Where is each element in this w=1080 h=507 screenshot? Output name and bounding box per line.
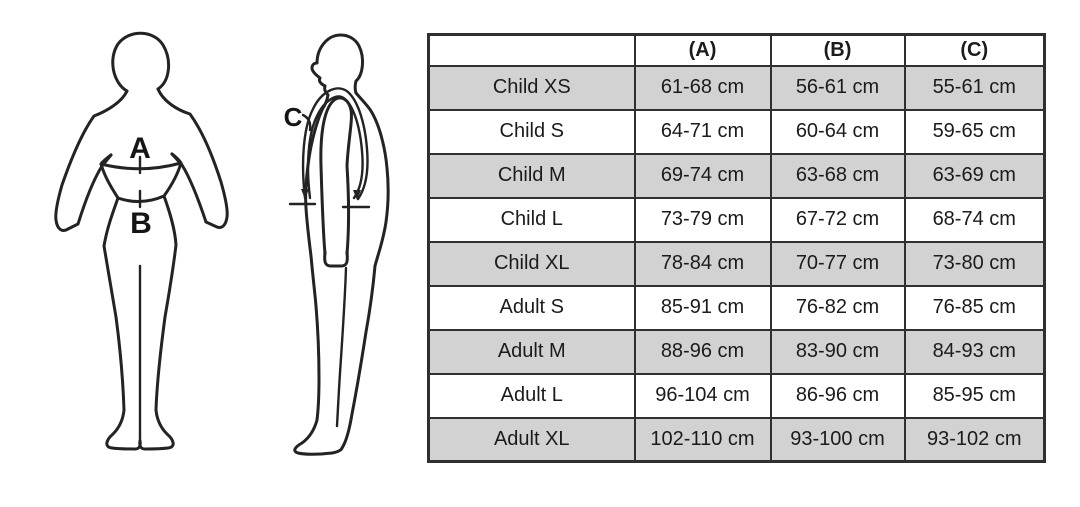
- value-c-cell: 85-95 cm: [903, 372, 1046, 419]
- back-outline: [340, 91, 390, 450]
- size-label-cell: Child XS: [427, 64, 636, 111]
- hand-outline: [323, 250, 349, 268]
- value-a-cell: 88-96 cm: [633, 328, 772, 375]
- front-body-figure: A B: [54, 31, 229, 451]
- header-row: (A) (B) (C): [427, 33, 1046, 67]
- value-c-cell: 84-93 cm: [903, 328, 1046, 375]
- head-outline: [111, 31, 171, 93]
- size-row: Adult S 85-91 cm 76-82 cm 76-85 cm: [427, 284, 1046, 331]
- value-c-cell: 59-65 cm: [903, 108, 1046, 155]
- size-label-cell: Child XL: [427, 240, 636, 287]
- size-label-cell: Child M: [427, 152, 636, 199]
- size-label-cell: Adult S: [427, 284, 636, 331]
- size-label-cell: Adult L: [427, 372, 636, 419]
- size-table: (A) (B) (C) Child XS 61-68 cm 56-61 cm 5…: [427, 33, 1046, 463]
- value-a-cell: 64-71 cm: [633, 108, 772, 155]
- right-torso-leg-outline: [154, 152, 183, 412]
- front-outline: [304, 93, 330, 422]
- column-header-a: (A): [633, 33, 772, 67]
- size-row: Child L 73-79 cm 67-72 cm 68-74 cm: [427, 196, 1046, 243]
- value-b-cell: 67-72 cm: [769, 196, 906, 243]
- size-row: Child XL 78-84 cm 70-77 cm 73-80 cm: [427, 240, 1046, 287]
- right-foot-outline: [138, 408, 175, 451]
- side-body-figure: C: [284, 33, 390, 456]
- value-c-cell: 73-80 cm: [903, 240, 1046, 287]
- value-a-cell: 78-84 cm: [633, 240, 772, 287]
- size-row: Adult L 96-104 cm 86-96 cm 85-95 cm: [427, 372, 1046, 419]
- value-c-cell: 55-61 cm: [903, 64, 1046, 111]
- column-header-b: (B): [769, 33, 906, 67]
- measure-tape-outer-line: [301, 87, 369, 201]
- value-b-cell: 93-100 cm: [769, 416, 906, 463]
- measurement-label-b: B: [130, 207, 152, 240]
- value-a-cell: 61-68 cm: [633, 64, 772, 111]
- value-a-cell: 73-79 cm: [633, 196, 772, 243]
- left-torso-leg-outline: [99, 153, 126, 412]
- value-a-cell: 102-110 cm: [633, 416, 772, 463]
- label-c-pointer: [301, 113, 312, 132]
- value-a-cell: 69-74 cm: [633, 152, 772, 199]
- value-c-cell: 76-85 cm: [903, 284, 1046, 331]
- value-b-cell: 63-68 cm: [769, 152, 906, 199]
- size-row: Child XS 61-68 cm 56-61 cm 55-61 cm: [427, 64, 1046, 111]
- front-tape-arrowhead: [301, 189, 309, 199]
- value-a-cell: 96-104 cm: [633, 372, 772, 419]
- size-row: Adult M 88-96 cm 83-90 cm 84-93 cm: [427, 328, 1046, 375]
- value-b-cell: 83-90 cm: [769, 328, 906, 375]
- value-b-cell: 56-61 cm: [769, 64, 906, 111]
- arm-outline: [319, 96, 353, 256]
- right-shoulder-arm-outline: [156, 87, 229, 229]
- size-row: Adult XL 102-110 cm 93-100 cm 93-102 cm: [427, 416, 1046, 463]
- measurement-label-c: C: [284, 102, 303, 132]
- value-c-cell: 68-74 cm: [903, 196, 1046, 243]
- value-b-cell: 60-64 cm: [769, 108, 906, 155]
- value-c-cell: 93-102 cm: [903, 416, 1046, 463]
- size-column-header: [427, 33, 636, 67]
- left-foot-outline: [105, 408, 142, 451]
- size-row: Child M 69-74 cm 63-68 cm 63-69 cm: [427, 152, 1046, 199]
- size-label-cell: Child S: [427, 108, 636, 155]
- back-tape-arrowhead: [353, 190, 361, 200]
- measurement-label-a: A: [129, 132, 151, 165]
- side-foot-outline: [293, 418, 344, 456]
- size-label-cell: Child L: [427, 196, 636, 243]
- profile-head-outline: [310, 33, 365, 97]
- value-a-cell: 85-91 cm: [633, 284, 772, 331]
- value-b-cell: 70-77 cm: [769, 240, 906, 287]
- value-b-cell: 86-96 cm: [769, 372, 906, 419]
- inner-leg-line: [335, 266, 348, 428]
- value-c-cell: 63-69 cm: [903, 152, 1046, 199]
- size-label-cell: Adult XL: [427, 416, 636, 463]
- size-row: Child S 64-71 cm 60-64 cm 59-65 cm: [427, 108, 1046, 155]
- size-label-cell: Adult M: [427, 328, 636, 375]
- measure-tape-inner-line: [306, 95, 364, 200]
- value-b-cell: 76-82 cm: [769, 284, 906, 331]
- left-shoulder-arm-outline: [54, 89, 129, 232]
- column-header-c: (C): [903, 33, 1046, 67]
